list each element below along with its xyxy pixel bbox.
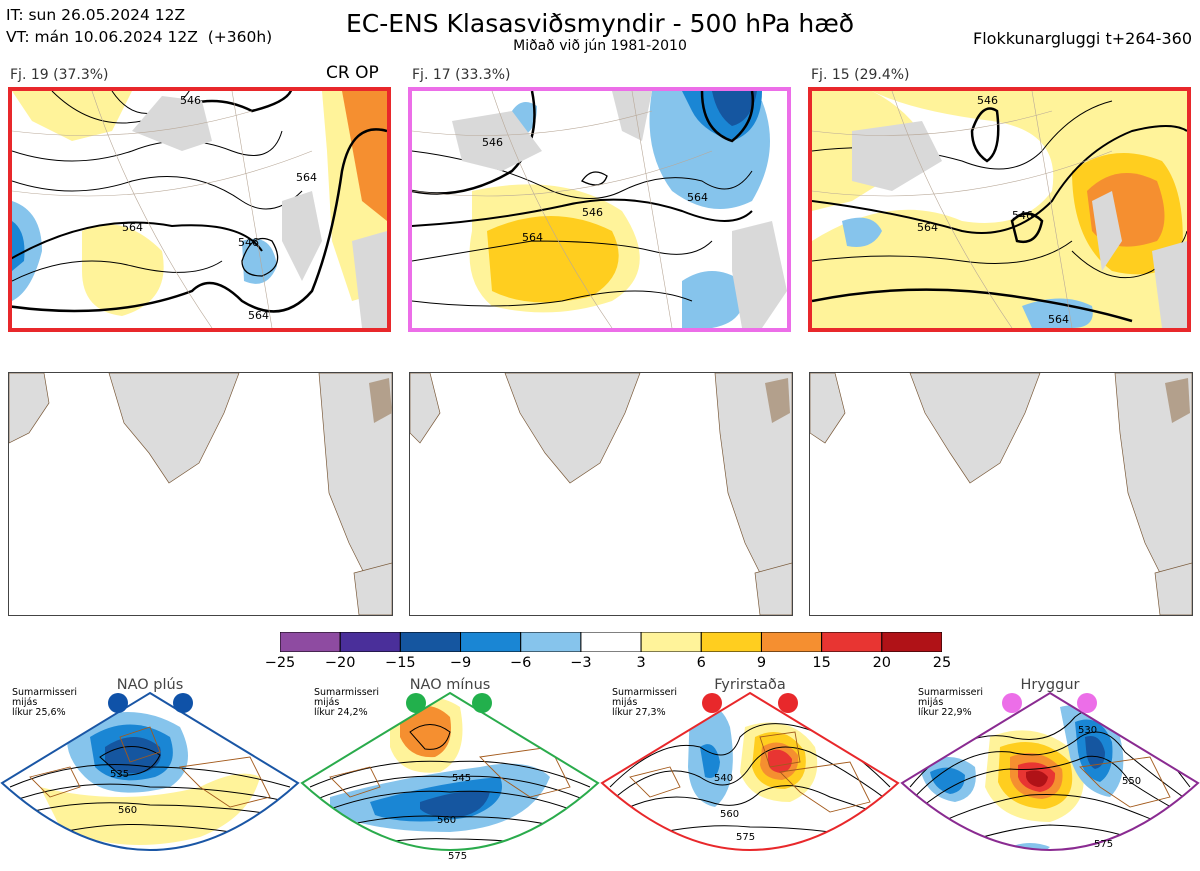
colorbar-swatch	[580, 631, 642, 653]
contour-label: 575	[736, 832, 755, 843]
contour-label: 560	[118, 805, 137, 816]
regime-nao-minus[interactable]: 545 560 575 NAO mínus Sumarmisseri mijás…	[300, 677, 600, 871]
contour-label: 564	[917, 221, 938, 234]
colorbar-tick-label: −9	[449, 655, 472, 671]
colorbar-tick-label: 6	[696, 655, 706, 671]
contour-label: 540	[714, 773, 733, 784]
colorbar-ticks: −25 −20 −15 −9 −6 −3 3 6 9 15 20 25	[0, 655, 1200, 673]
regime-title: Fyrirstaða	[714, 677, 786, 693]
valid-time: VT: mán 10.06.2024 12Z (+360h)	[6, 28, 273, 46]
cluster-label-3: Fj. 15 (29.4%)	[811, 67, 910, 83]
contour-label: 564	[296, 171, 317, 184]
regime-marker	[1077, 693, 1097, 713]
contour-label: 546	[977, 94, 998, 107]
cluster-label-2: Fj. 17 (33.3%)	[412, 67, 511, 83]
classification-window: Flokkunargluggi t+264-360	[973, 29, 1192, 48]
contour-label: 530	[1078, 725, 1097, 736]
contour-label: 546	[238, 236, 259, 249]
contour-label: 564	[248, 309, 269, 322]
regime-info: Sumarmisseri mijás líkur 24,2%	[314, 687, 380, 718]
colorbar-tick-label: −3	[570, 655, 592, 671]
colorbar-tick-label: −6	[510, 655, 532, 671]
colorbar-swatch	[399, 631, 462, 653]
regime-marker	[778, 693, 798, 713]
contour-label: 546	[582, 206, 603, 219]
regime-marker	[108, 693, 128, 713]
colorbar-swatch	[640, 631, 702, 653]
regime-marker	[702, 693, 722, 713]
regime-ridge[interactable]: 530 550 575 Hryggur Sumarmisseri mijás l…	[900, 677, 1200, 871]
init-time-block: IT: sun 26.05.2024 12Z VT: mán 10.06.202…	[6, 4, 272, 48]
cluster-map-2[interactable]: 546 564 546 564	[408, 87, 791, 332]
colorbar-tick-label: 3	[636, 655, 646, 671]
regime-title: NAO plús	[116, 677, 184, 693]
colorbar-swatch	[821, 631, 883, 653]
page-title: EC-ENS Klasasviðsmyndir - 500 hPa hæð	[345, 9, 855, 38]
contour-label: 550	[1122, 776, 1141, 787]
colorbar-tick-label: 15	[812, 655, 831, 671]
colorbar-swatch	[520, 631, 582, 653]
page-subtitle: Miðað við jún 1981-2010	[513, 38, 687, 54]
contour-label: 545	[452, 773, 471, 784]
regime-marker	[173, 693, 193, 713]
contour-label: 575	[448, 851, 467, 862]
regime-info: Sumarmisseri mijás líkur 27,3%	[612, 687, 678, 718]
colorbar-tick-label: −20	[324, 655, 356, 671]
regime-row: 535 560 NAO plús Sumarmisseri mijás líku…	[0, 677, 1200, 871]
colorbar-swatch	[881, 631, 943, 653]
colorbar-tick-label: −25	[264, 655, 296, 671]
colorbar-swatch	[339, 631, 401, 653]
cluster-tag-1: CR OP	[326, 63, 379, 83]
regime-marker	[406, 693, 426, 713]
colorbar-tick-label: 20	[872, 655, 892, 671]
cluster-map-3[interactable]: 546 564 546 564	[808, 87, 1191, 332]
contour-label: 560	[437, 815, 456, 826]
base-map-3	[809, 372, 1193, 616]
regime-marker	[472, 693, 492, 713]
regime-title: Hryggur	[1020, 677, 1080, 693]
contour-label: 560	[720, 809, 739, 820]
colorbar-tick-label: 9	[756, 655, 767, 671]
contour-label: 575	[1094, 839, 1113, 850]
contour-label: 564	[687, 191, 708, 204]
colorbar-tick-label: −15	[385, 655, 416, 671]
regime-marker	[1002, 693, 1022, 713]
contour-label: 546	[482, 136, 503, 149]
contour-label: 564	[522, 231, 543, 244]
regime-title: NAO mínus	[409, 677, 491, 693]
regime-nao-plus[interactable]: 535 560 NAO plús Sumarmisseri mijás líku…	[0, 677, 300, 871]
colorbar-tick-label: 25	[932, 655, 952, 671]
base-map-2	[409, 372, 793, 616]
regime-info: Sumarmisseri mijás líkur 25,6%	[12, 687, 78, 718]
regime-info: Sumarmisseri mijás líkur 22,9%	[918, 687, 984, 718]
contour-label: 564	[1048, 313, 1069, 326]
contour-label: 564	[122, 221, 143, 234]
init-time: IT: sun 26.05.2024 12Z	[6, 6, 186, 24]
cluster-map-1[interactable]: 546 564 546 564 564	[8, 87, 391, 332]
colorbar-swatch	[760, 631, 823, 653]
contour-label: 546	[180, 94, 201, 107]
contour-label: 535	[110, 769, 129, 780]
colorbar-swatch	[279, 631, 341, 653]
colorbar-swatches	[279, 631, 943, 653]
regime-blocking[interactable]: 540 560 575 Fyrirstaða Sumarmisseri mijá…	[600, 677, 900, 871]
colorbar-swatch	[700, 631, 762, 653]
colorbar-swatch	[460, 631, 522, 653]
colorbar	[279, 631, 943, 653]
base-map-1	[8, 372, 393, 616]
contour-label: 546	[1012, 209, 1033, 222]
cluster-label-1: Fj. 19 (37.3%)	[10, 67, 109, 83]
